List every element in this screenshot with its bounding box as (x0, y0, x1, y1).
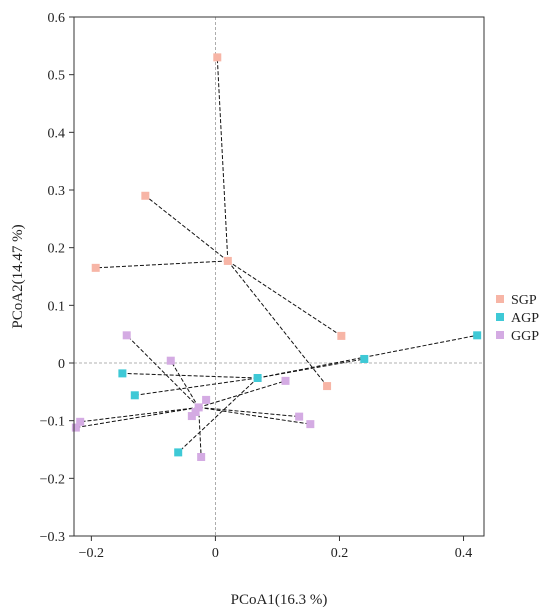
reference-lines (74, 17, 484, 536)
point-sgp (91, 263, 100, 272)
spoke-sgp (95, 260, 228, 269)
point-ggp (166, 356, 175, 365)
spoke-ggp (170, 360, 200, 408)
point-sgp (213, 53, 222, 62)
legend-swatch-agp (496, 313, 504, 321)
legend: SGP AGP GGP (496, 293, 539, 344)
spoke-ggp (80, 406, 199, 423)
point-sgp (323, 382, 332, 391)
x-tick-label: 0.2 (331, 546, 349, 561)
legend-label-agp: AGP (511, 311, 539, 326)
data-points (71, 53, 482, 461)
y-tick-label: 0.6 (48, 11, 66, 26)
x-axis-title: PCoA1(16.3 %) (231, 592, 328, 608)
point-agp (253, 373, 262, 382)
legend-swatch-ggp (496, 331, 504, 339)
spoke-ggp (126, 334, 200, 408)
spoke-sgp (216, 57, 229, 261)
y-tick-label: 0.1 (48, 299, 66, 314)
spoke-sgp (227, 260, 342, 337)
point-sgp (141, 191, 150, 200)
x-tick-label: 0 (212, 546, 219, 561)
y-tick-label: 0.3 (48, 184, 66, 199)
point-agp (360, 354, 369, 363)
point-ggp (122, 331, 131, 340)
point-ggp (202, 395, 211, 404)
y-tick-label: 0.2 (48, 242, 66, 257)
spoke-agp (122, 372, 258, 379)
y-tick-label: 0.5 (48, 69, 66, 84)
point-ggp (187, 412, 196, 421)
point-ggp (197, 452, 206, 461)
x-axis-ticks: −0.2 0 0.2 0.4 (79, 536, 473, 561)
legend-swatch-sgp (496, 295, 504, 303)
spoke-sgp (145, 195, 229, 262)
y-axis-title: PCoA2(14.47 %) (10, 224, 26, 328)
point-ggp (281, 376, 290, 385)
spoke-ggp (75, 406, 199, 429)
spoke-ggp (198, 406, 300, 418)
y-axis-ticks: −0.3 −0.2 −0.1 0 0.1 0.2 0.3 0.4 0.5 0.6 (40, 11, 74, 545)
spoke-ggp (198, 380, 286, 408)
point-agp (118, 369, 127, 378)
x-tick-label: 0.4 (455, 546, 473, 561)
point-agp (130, 391, 139, 400)
point-sgp (223, 256, 232, 265)
legend-label-sgp: SGP (511, 293, 537, 308)
point-agp (473, 331, 482, 340)
point-ggp (306, 420, 315, 429)
point-ggp (76, 417, 85, 426)
plot-frame (73, 16, 485, 537)
point-ggp (194, 403, 203, 412)
legend-label-ggp: GGP (511, 329, 539, 344)
spoke-agp (257, 358, 365, 379)
spoke-agp (134, 377, 258, 396)
y-tick-label: −0.1 (40, 415, 65, 430)
spoke-ggp (198, 406, 311, 425)
y-tick-label: −0.2 (40, 472, 65, 487)
spoke-agp (177, 377, 258, 453)
y-tick-label: 0.4 (48, 126, 66, 141)
point-ggp (295, 412, 304, 421)
point-agp (174, 448, 183, 457)
y-tick-label: −0.3 (40, 530, 65, 545)
x-tick-label: −0.2 (79, 546, 104, 561)
point-ggp (71, 423, 80, 432)
spoke-sgp (227, 260, 328, 387)
point-sgp (337, 331, 346, 340)
y-tick-label: 0 (58, 357, 65, 372)
point-ggp (191, 408, 200, 417)
